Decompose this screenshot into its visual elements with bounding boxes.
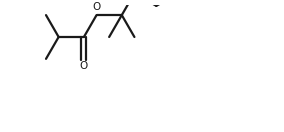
Text: O: O <box>80 61 88 71</box>
Text: O: O <box>92 2 101 12</box>
